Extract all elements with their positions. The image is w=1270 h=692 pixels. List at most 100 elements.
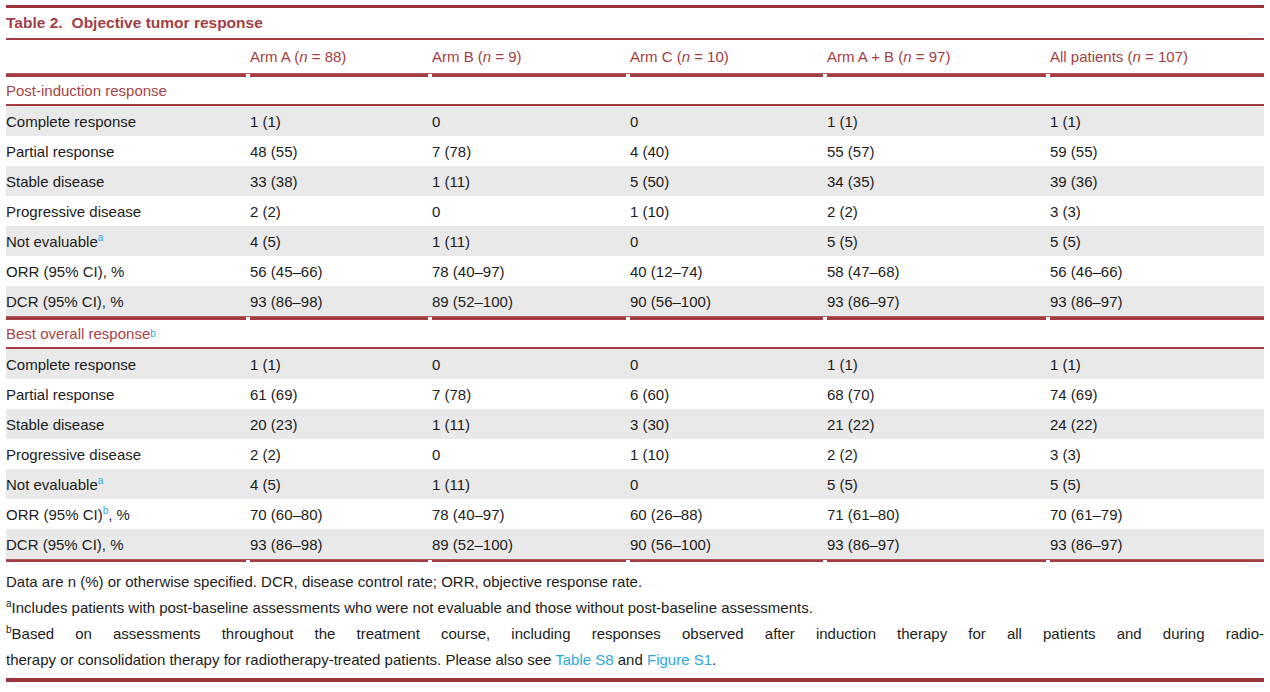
footnote-b-line1: bBased on assessments throughout the tre… bbox=[6, 621, 1264, 647]
table-row: DCR (95% CI), % 93 (86–98) 89 (52–100) 9… bbox=[6, 286, 1264, 316]
cell-value: 71 (61–80) bbox=[827, 506, 1050, 523]
row-label: Stable disease bbox=[6, 416, 250, 433]
cell-value: 3 (3) bbox=[1050, 446, 1264, 463]
cell-value: 93 (86–98) bbox=[250, 536, 432, 553]
column-header-arm-b: Arm B (n = 9) bbox=[432, 48, 630, 65]
rule-segment bbox=[432, 560, 626, 562]
cell-value: 5 (50) bbox=[630, 173, 827, 190]
row-label: Progressive disease bbox=[6, 203, 250, 220]
cell-value: 7 (78) bbox=[432, 386, 630, 403]
column-header-arm-a-plus-b: Arm A + B (n = 97) bbox=[827, 48, 1050, 65]
cell-value: 3 (30) bbox=[630, 416, 827, 433]
table-title: Table 2. Objective tumor response bbox=[6, 8, 1264, 38]
cell-value: 48 (55) bbox=[250, 143, 432, 160]
table-row: Progressive disease 2 (2) 0 1 (10) 2 (2)… bbox=[6, 196, 1264, 226]
column-header-count: = 107) bbox=[1141, 48, 1188, 65]
footnote-a: aIncludes patients with post-baseline as… bbox=[6, 595, 1264, 621]
cell-value: 90 (56–100) bbox=[630, 536, 827, 553]
table-row: Progressive disease 2 (2) 0 1 (10) 2 (2)… bbox=[6, 439, 1264, 469]
cell-value: 4 (40) bbox=[630, 143, 827, 160]
cell-value: 1 (1) bbox=[1050, 113, 1264, 130]
cell-value: 1 (11) bbox=[432, 416, 630, 433]
cell-value: 89 (52–100) bbox=[432, 536, 630, 553]
rule-segment bbox=[827, 74, 1046, 77]
column-header-all-patients: All patients (n = 107) bbox=[1050, 48, 1264, 65]
row-label: Not evaluablea bbox=[6, 233, 250, 250]
cell-value: 5 (5) bbox=[1050, 476, 1264, 493]
cell-value: 40 (12–74) bbox=[630, 263, 827, 280]
table-row: Complete response 1 (1) 0 0 1 (1) 1 (1) bbox=[6, 106, 1264, 136]
table-row: Not evaluablea 4 (5) 1 (11) 0 5 (5) 5 (5… bbox=[6, 469, 1264, 499]
cell-value: 34 (35) bbox=[827, 173, 1050, 190]
header-underline-segments bbox=[6, 74, 1264, 77]
cell-value: 93 (86–97) bbox=[827, 536, 1050, 553]
rule-segment bbox=[1050, 560, 1264, 562]
table-row: ORR (95% CI), % 56 (45–66) 78 (40–97) 40… bbox=[6, 256, 1264, 286]
n-symbol: n bbox=[903, 48, 911, 65]
cell-value: 68 (70) bbox=[827, 386, 1050, 403]
link-figure-s1[interactable]: Figure S1 bbox=[647, 651, 712, 668]
n-symbol: n bbox=[299, 48, 307, 65]
cell-value: 55 (57) bbox=[827, 143, 1050, 160]
rule-segment bbox=[6, 317, 246, 320]
cell-value: 61 (69) bbox=[250, 386, 432, 403]
rule-segment bbox=[630, 74, 823, 77]
cell-value: 5 (5) bbox=[827, 476, 1050, 493]
table-row: Not evaluablea 4 (5) 1 (11) 0 5 (5) 5 (5… bbox=[6, 226, 1264, 256]
cell-value: 33 (38) bbox=[250, 173, 432, 190]
row-label: Partial response bbox=[6, 143, 250, 160]
cell-value: 1 (1) bbox=[1050, 356, 1264, 373]
cell-value: 1 (11) bbox=[432, 233, 630, 250]
rule-segment bbox=[630, 560, 823, 562]
section-divider-segments bbox=[6, 317, 1264, 320]
cell-value: 0 bbox=[432, 203, 630, 220]
cell-value: 56 (45–66) bbox=[250, 263, 432, 280]
cell-value: 60 (26–88) bbox=[630, 506, 827, 523]
cell-value: 2 (2) bbox=[250, 446, 432, 463]
cell-value: 1 (11) bbox=[432, 476, 630, 493]
cell-value: 1 (10) bbox=[630, 446, 827, 463]
column-header-label: All patients ( bbox=[1050, 48, 1133, 65]
n-symbol: n bbox=[1133, 48, 1141, 65]
rule-segment bbox=[250, 74, 428, 77]
column-header-label: Arm C ( bbox=[630, 48, 682, 65]
cell-value: 39 (36) bbox=[1050, 173, 1264, 190]
rule-segment bbox=[6, 560, 246, 562]
row-label: Stable disease bbox=[6, 173, 250, 190]
row-label: ORR (95% CI), % bbox=[6, 263, 250, 280]
table-row: ORR (95% CI)b, % 70 (60–80) 78 (40–97) 6… bbox=[6, 499, 1264, 529]
cell-value: 1 (1) bbox=[827, 113, 1050, 130]
row-label: DCR (95% CI), % bbox=[6, 536, 250, 553]
column-header-count: = 97) bbox=[912, 48, 951, 65]
rule-segment bbox=[1050, 317, 1264, 320]
rule-segment bbox=[6, 74, 246, 77]
rule-segment bbox=[1050, 74, 1264, 77]
cell-value: 93 (86–97) bbox=[1050, 536, 1264, 553]
rule-segment bbox=[250, 317, 428, 320]
cell-value: 0 bbox=[432, 356, 630, 373]
table-row: DCR (95% CI), % 93 (86–98) 89 (52–100) 9… bbox=[6, 529, 1264, 559]
table-row: Stable disease 20 (23) 1 (11) 3 (30) 21 … bbox=[6, 409, 1264, 439]
row-label: Complete response bbox=[6, 356, 250, 373]
rule-segment bbox=[250, 560, 428, 562]
cell-value: 0 bbox=[432, 113, 630, 130]
section-header-label: Post-induction response bbox=[6, 82, 167, 99]
cell-value: 93 (86–98) bbox=[250, 293, 432, 310]
cell-value: 1 (11) bbox=[432, 173, 630, 190]
footnote-b-line2: therapy or consolidation therapy for rad… bbox=[6, 647, 1264, 673]
cell-value: 0 bbox=[630, 356, 827, 373]
cell-value: 1 (1) bbox=[250, 113, 432, 130]
row-label: Complete response bbox=[6, 113, 250, 130]
cell-value: 70 (60–80) bbox=[250, 506, 432, 523]
n-symbol: n bbox=[682, 48, 690, 65]
table-row: Complete response 1 (1) 0 0 1 (1) 1 (1) bbox=[6, 349, 1264, 379]
cell-value: 93 (86–97) bbox=[1050, 293, 1264, 310]
cell-value: 0 bbox=[630, 233, 827, 250]
link-table-s8[interactable]: Table S8 bbox=[555, 651, 613, 668]
n-symbol: n bbox=[483, 48, 491, 65]
table-title-text: Objective tumor response bbox=[72, 14, 263, 32]
rule-segment bbox=[630, 317, 823, 320]
column-header-count: = 9) bbox=[491, 48, 521, 65]
footnote-marker: a bbox=[98, 476, 104, 486]
column-header-count: = 88) bbox=[308, 48, 347, 65]
